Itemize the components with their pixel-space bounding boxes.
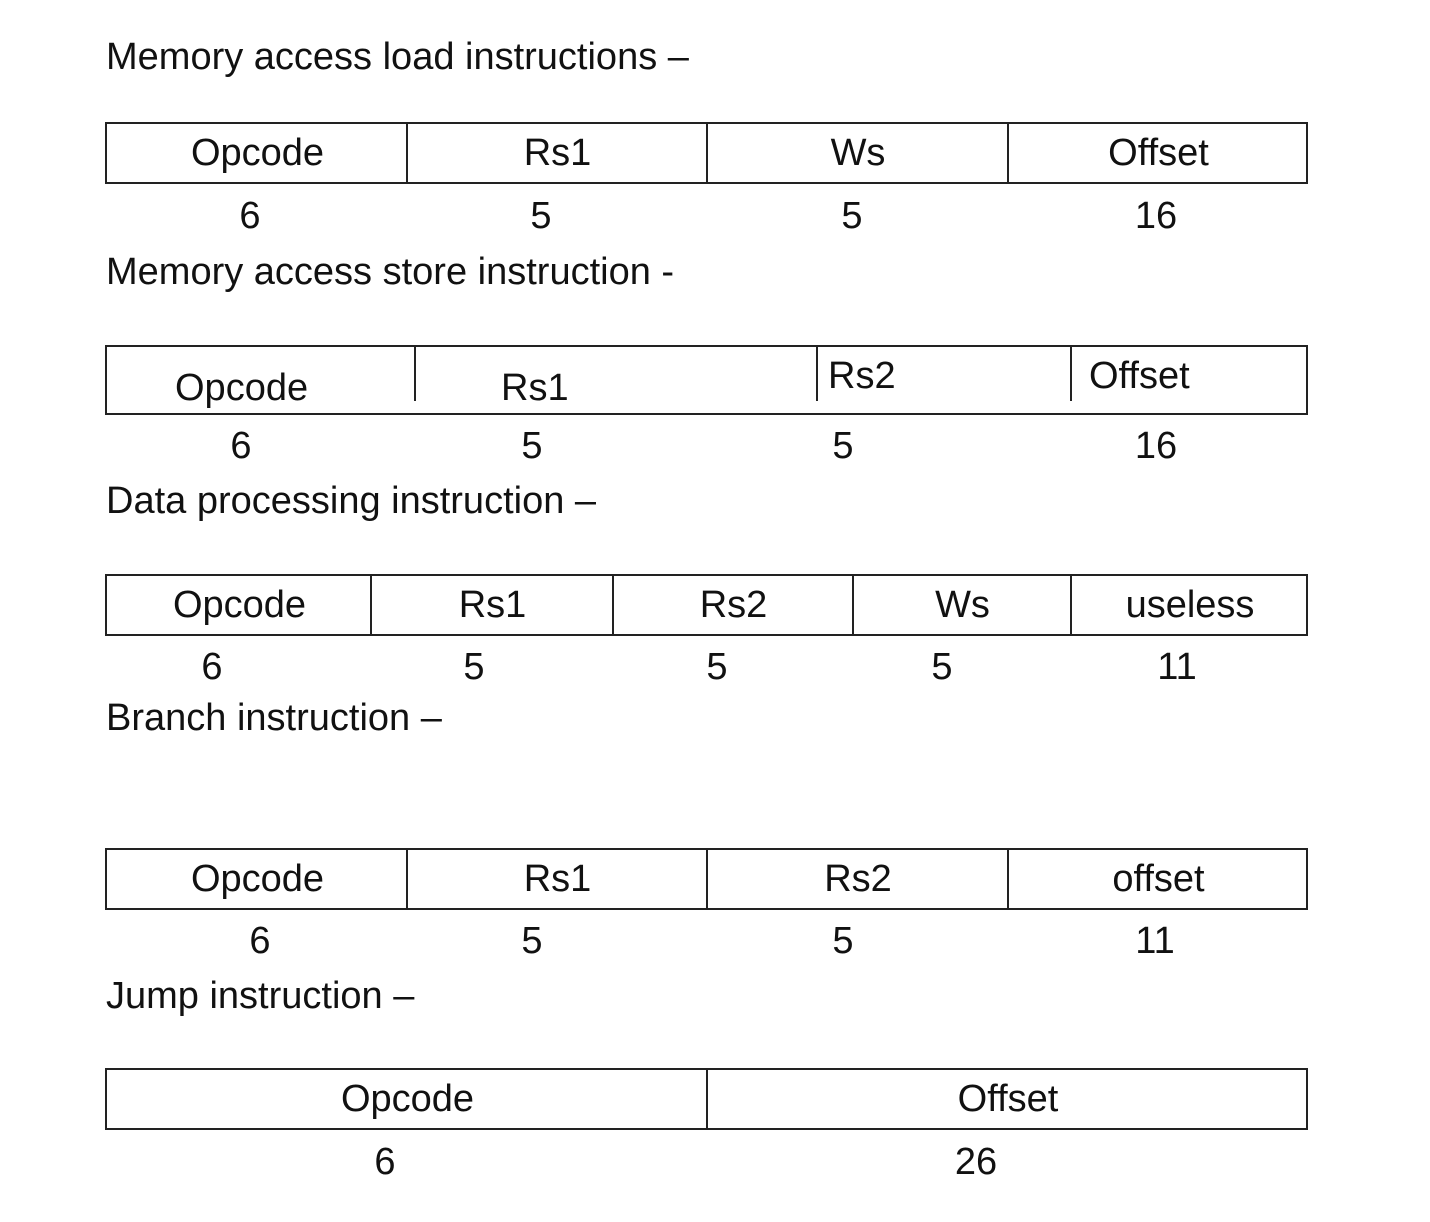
branch-field-rs1: Rs1 bbox=[406, 850, 707, 908]
branch-heading: Branch instruction – bbox=[106, 697, 442, 739]
store-divider bbox=[816, 347, 818, 401]
branch-bits-offset: 11 bbox=[1135, 920, 1175, 962]
store-field-opcode: Opcode bbox=[175, 367, 309, 409]
dp-bits-ws: 5 bbox=[931, 646, 953, 688]
jump-bits-opcode: 6 bbox=[374, 1141, 396, 1183]
jump-heading: Jump instruction – bbox=[106, 975, 415, 1017]
store-bits-rs1: 5 bbox=[521, 425, 543, 467]
store-field-rs1: Rs1 bbox=[501, 367, 569, 409]
store-field-rs2: Rs2 bbox=[828, 355, 896, 397]
load-heading: Memory access load instructions – bbox=[106, 36, 689, 78]
dp-bits-rs1: 5 bbox=[463, 646, 485, 688]
load-field-offset: Offset bbox=[1007, 124, 1308, 182]
load-field-rs1: Rs1 bbox=[406, 124, 707, 182]
store-format-table: Opcode Rs1 Rs2 Offset bbox=[105, 345, 1308, 415]
store-divider bbox=[414, 347, 416, 401]
dp-field-rs1: Rs1 bbox=[370, 576, 613, 634]
jump-bits-offset: 26 bbox=[954, 1141, 998, 1183]
store-bits-rs2: 5 bbox=[832, 425, 854, 467]
load-field-ws: Ws bbox=[706, 124, 1008, 182]
store-heading: Memory access store instruction - bbox=[106, 251, 675, 293]
branch-bits-rs1: 5 bbox=[521, 920, 543, 962]
branch-field-opcode: Opcode bbox=[190, 857, 325, 900]
dp-format-table: Opcode Rs1 Rs2 Ws useless bbox=[105, 574, 1308, 636]
load-field-opcode: Opcode bbox=[190, 131, 325, 174]
store-divider bbox=[1070, 347, 1072, 401]
load-bits-offset: 16 bbox=[1134, 195, 1178, 237]
dp-heading: Data processing instruction – bbox=[106, 480, 597, 522]
load-bits-ws: 5 bbox=[841, 195, 863, 237]
load-bits-opcode: 6 bbox=[239, 195, 261, 237]
jump-field-opcode: Opcode bbox=[340, 1077, 475, 1120]
dp-bits-useless: 11 bbox=[1157, 646, 1197, 688]
load-bits-rs1: 5 bbox=[530, 195, 552, 237]
dp-bits-rs2: 5 bbox=[706, 646, 728, 688]
load-format-table: Opcode Rs1 Ws Offset bbox=[105, 122, 1308, 184]
branch-field-offset: offset bbox=[1007, 850, 1308, 908]
store-bits-offset: 16 bbox=[1134, 425, 1178, 467]
dp-field-opcode: Opcode bbox=[172, 583, 307, 626]
dp-field-ws: Ws bbox=[852, 576, 1071, 634]
branch-format-table: Opcode Rs1 Rs2 offset bbox=[105, 848, 1308, 910]
branch-bits-rs2: 5 bbox=[832, 920, 854, 962]
jump-format-table: Opcode Offset bbox=[105, 1068, 1308, 1130]
dp-field-rs2: Rs2 bbox=[612, 576, 853, 634]
branch-field-rs2: Rs2 bbox=[706, 850, 1008, 908]
store-field-offset: Offset bbox=[1089, 355, 1190, 397]
dp-bits-opcode: 6 bbox=[201, 646, 223, 688]
dp-field-useless: useless bbox=[1070, 576, 1308, 634]
branch-bits-opcode: 6 bbox=[249, 920, 271, 962]
jump-field-offset: Offset bbox=[706, 1070, 1308, 1128]
store-bits-opcode: 6 bbox=[230, 425, 252, 467]
